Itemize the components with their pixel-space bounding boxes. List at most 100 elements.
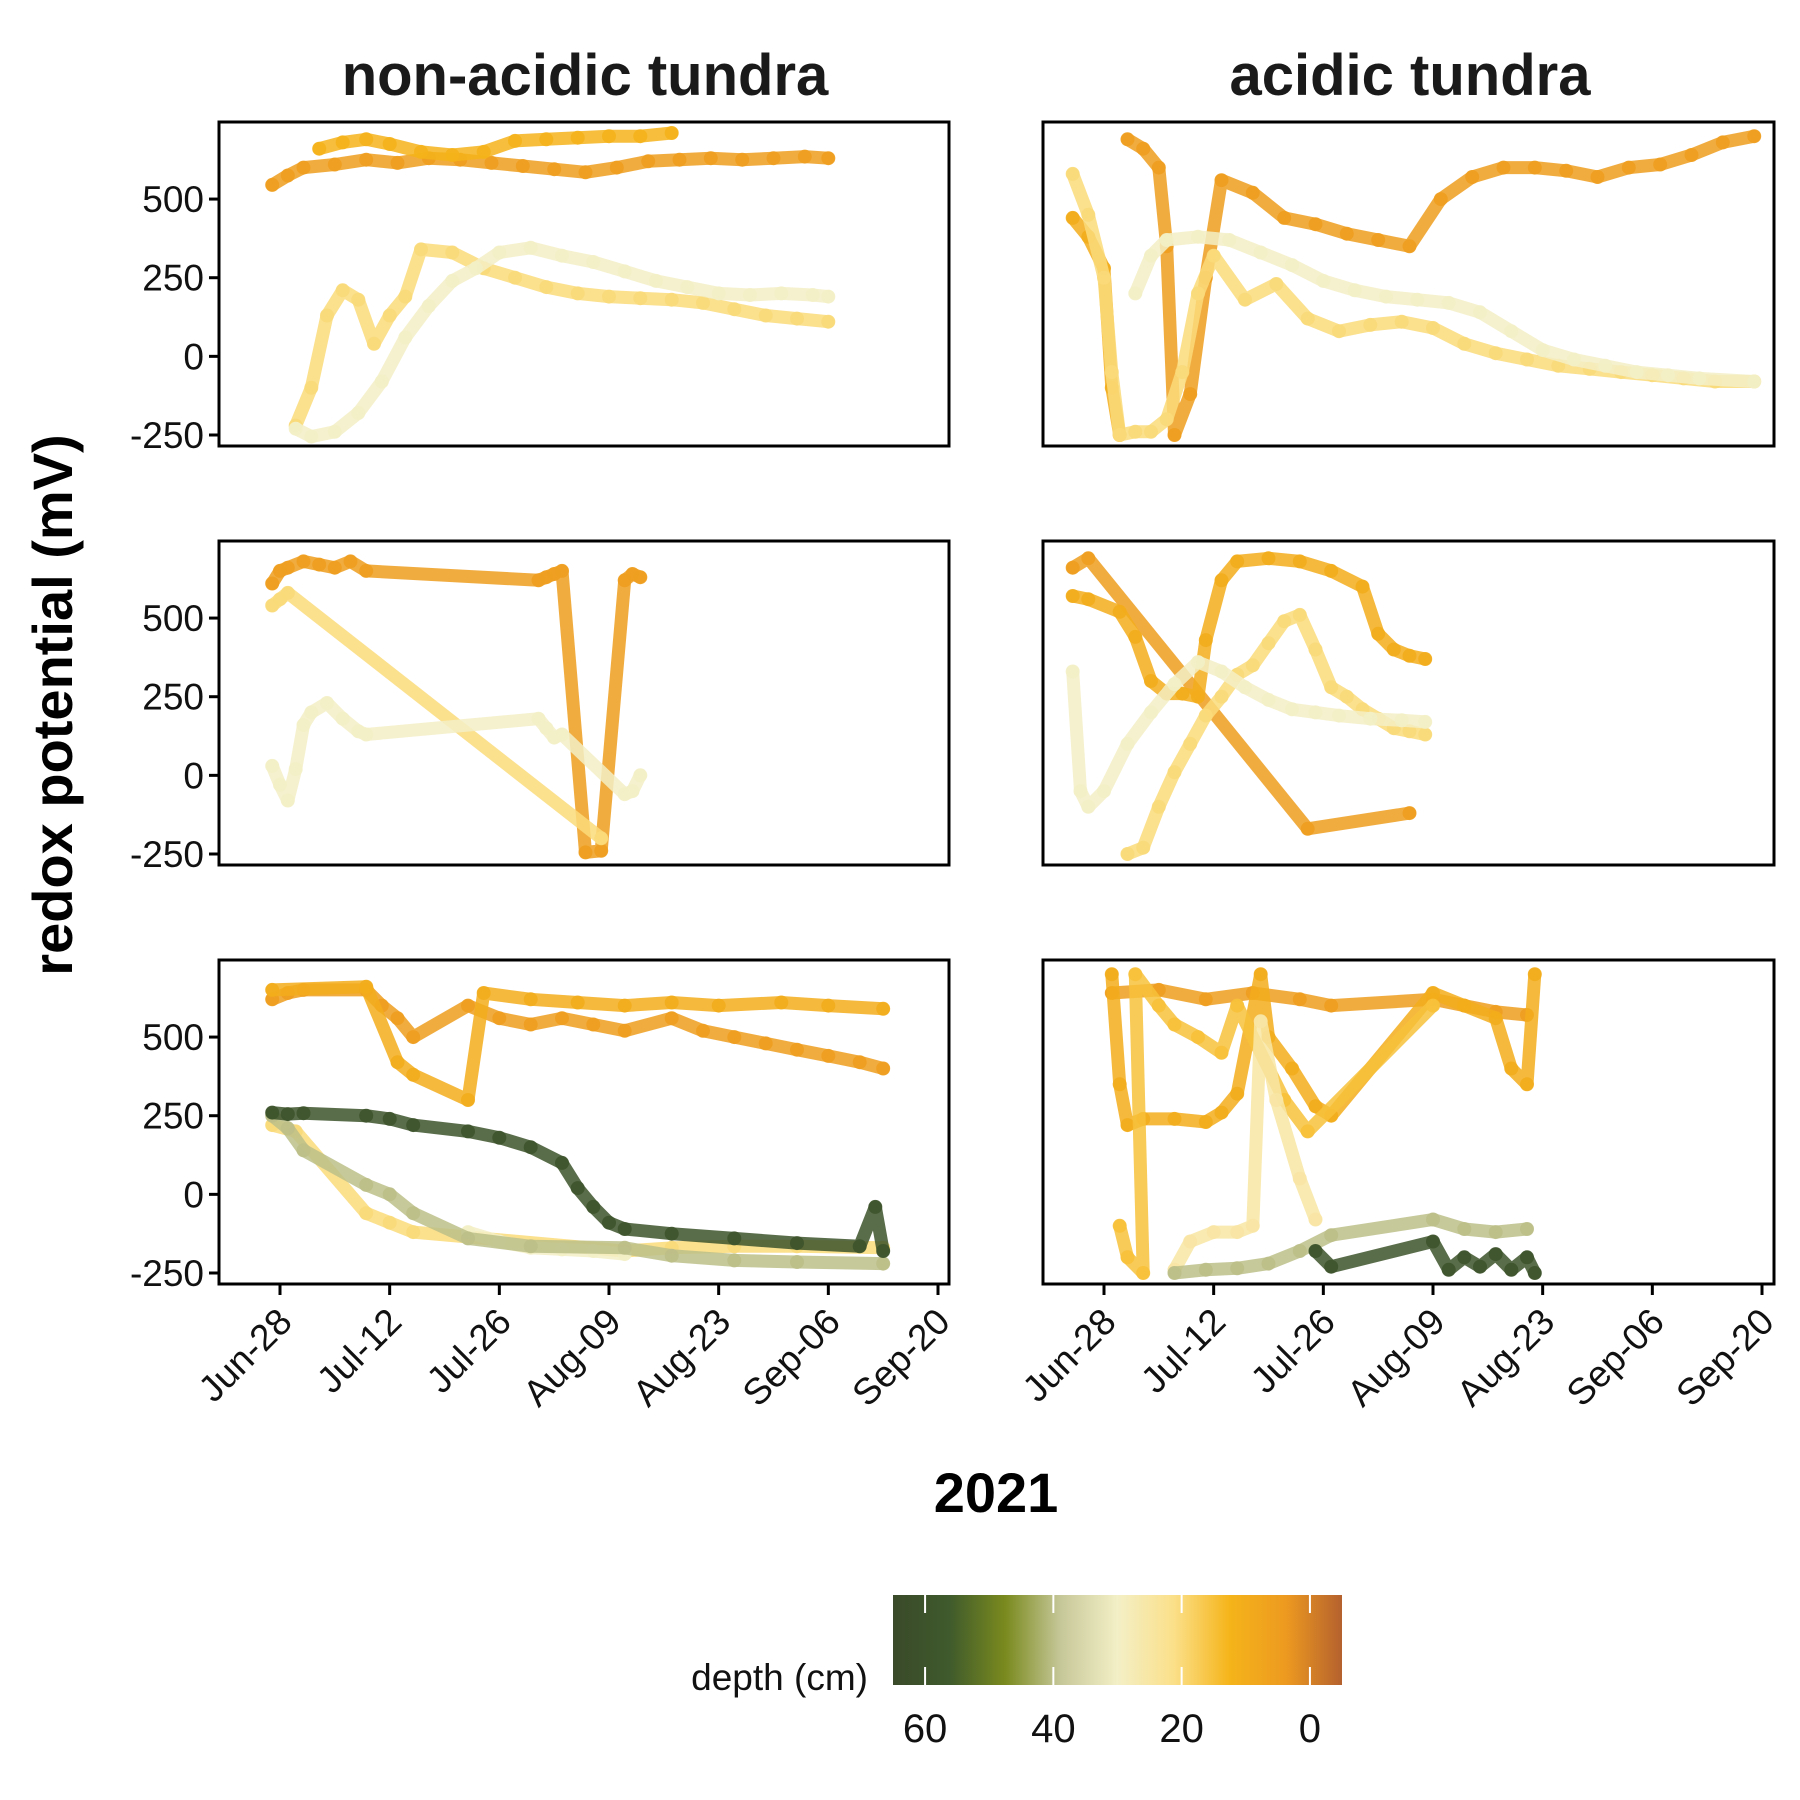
- data-point: [492, 1130, 507, 1145]
- data-point: [821, 289, 836, 304]
- data-point: [390, 1011, 405, 1026]
- data-point: [1292, 1171, 1307, 1186]
- data-point: [852, 1239, 867, 1254]
- data-point: [1692, 371, 1707, 386]
- data-point: [445, 245, 460, 260]
- data-point: [586, 1199, 601, 1214]
- data-point: [876, 1001, 891, 1016]
- panel-non-acidic-row3: -250 0 250 500: [130, 958, 951, 1294]
- data-point: [586, 255, 601, 269]
- data-point: [703, 151, 718, 166]
- data-point: [1535, 343, 1550, 358]
- data-point: [774, 286, 789, 301]
- data-point: [664, 292, 679, 307]
- data-point: [1167, 1017, 1182, 1032]
- data-point: [602, 289, 616, 304]
- depth-legend: depth (cm) 60 40 20 0: [691, 1595, 1342, 1751]
- data-point: [617, 264, 632, 279]
- data-point: [1120, 1118, 1135, 1133]
- data-point: [1065, 589, 1080, 603]
- data-point: [1230, 1225, 1245, 1240]
- data-point: [578, 165, 593, 180]
- panel-non-acidic-row2: -250 0 250 500: [130, 539, 951, 875]
- data-point: [1151, 998, 1166, 1013]
- data-point: [876, 1256, 891, 1271]
- data-point: [265, 982, 280, 997]
- data-point: [617, 998, 632, 1013]
- data-point: [1496, 160, 1511, 175]
- data-point: [1339, 226, 1354, 241]
- legend-colorbar: [893, 1595, 1342, 1685]
- data-point: [484, 155, 499, 170]
- data-point: [617, 1023, 632, 1038]
- data-point: [374, 374, 389, 389]
- data-point: [1065, 166, 1080, 181]
- data-point: [1159, 233, 1174, 247]
- data-point: [1167, 1111, 1182, 1126]
- data-point: [1300, 821, 1315, 836]
- data-point: [774, 995, 789, 1010]
- series-depth-10: [1065, 551, 1433, 704]
- x-tick-label: Jul-12: [309, 1301, 409, 1401]
- data-point: [382, 1215, 397, 1230]
- x-tick-label: Jun-28: [1015, 1301, 1124, 1410]
- data-point: [296, 718, 311, 732]
- data-point: [711, 286, 726, 301]
- data-point: [1214, 573, 1229, 588]
- data-point: [1465, 170, 1480, 184]
- data-point: [1144, 424, 1158, 439]
- data-point: [296, 1143, 311, 1158]
- legend-title: depth (cm): [691, 1657, 868, 1698]
- data-point: [1222, 233, 1237, 247]
- data-point: [406, 1030, 421, 1045]
- data-point: [445, 148, 460, 162]
- data-point: [327, 424, 342, 439]
- data-point: [790, 1042, 804, 1057]
- data-point: [617, 1222, 632, 1236]
- x-tick-label: Aug-23: [625, 1301, 738, 1414]
- data-point: [265, 1105, 280, 1120]
- data-point: [1598, 358, 1613, 373]
- data-point: [633, 291, 648, 306]
- data-point: [1136, 840, 1151, 855]
- data-point: [359, 152, 374, 167]
- data-point: [288, 762, 303, 777]
- data-point: [1386, 642, 1401, 657]
- series-depth-30: [265, 696, 648, 808]
- data-point: [320, 308, 334, 323]
- data-point: [1198, 1115, 1213, 1129]
- data-point: [288, 421, 303, 436]
- data-point: [265, 758, 280, 773]
- panel-data: [1065, 551, 1433, 861]
- legend-tick-label: 20: [1159, 1707, 1204, 1751]
- legend-ticks: 60 40 20 0: [903, 1595, 1321, 1751]
- data-point: [335, 711, 350, 726]
- data-point: [868, 1199, 883, 1214]
- data-point: [1504, 1061, 1519, 1076]
- data-point: [508, 270, 522, 285]
- data-point: [351, 292, 366, 307]
- series-depth-60: [265, 1105, 891, 1258]
- data-point: [680, 280, 695, 295]
- data-point: [414, 242, 428, 257]
- data-point: [335, 135, 350, 150]
- data-point: [664, 126, 679, 140]
- data-point: [1355, 579, 1370, 594]
- data-point: [359, 132, 374, 147]
- data-point: [1426, 998, 1440, 1013]
- data-point: [508, 133, 522, 148]
- data-point: [359, 727, 374, 742]
- panel-data: [265, 979, 891, 1271]
- data-point: [406, 1206, 421, 1221]
- data-point: [320, 696, 334, 710]
- data-point: [664, 1226, 679, 1241]
- data-point: [304, 705, 319, 720]
- data-point: [641, 154, 656, 169]
- data-point: [1191, 286, 1205, 301]
- data-point: [1128, 286, 1143, 301]
- legend-tick-label: 0: [1299, 1707, 1321, 1751]
- data-point: [296, 1106, 311, 1121]
- data-point: [1473, 305, 1487, 320]
- data-point: [1300, 1124, 1315, 1139]
- data-point: [359, 979, 374, 994]
